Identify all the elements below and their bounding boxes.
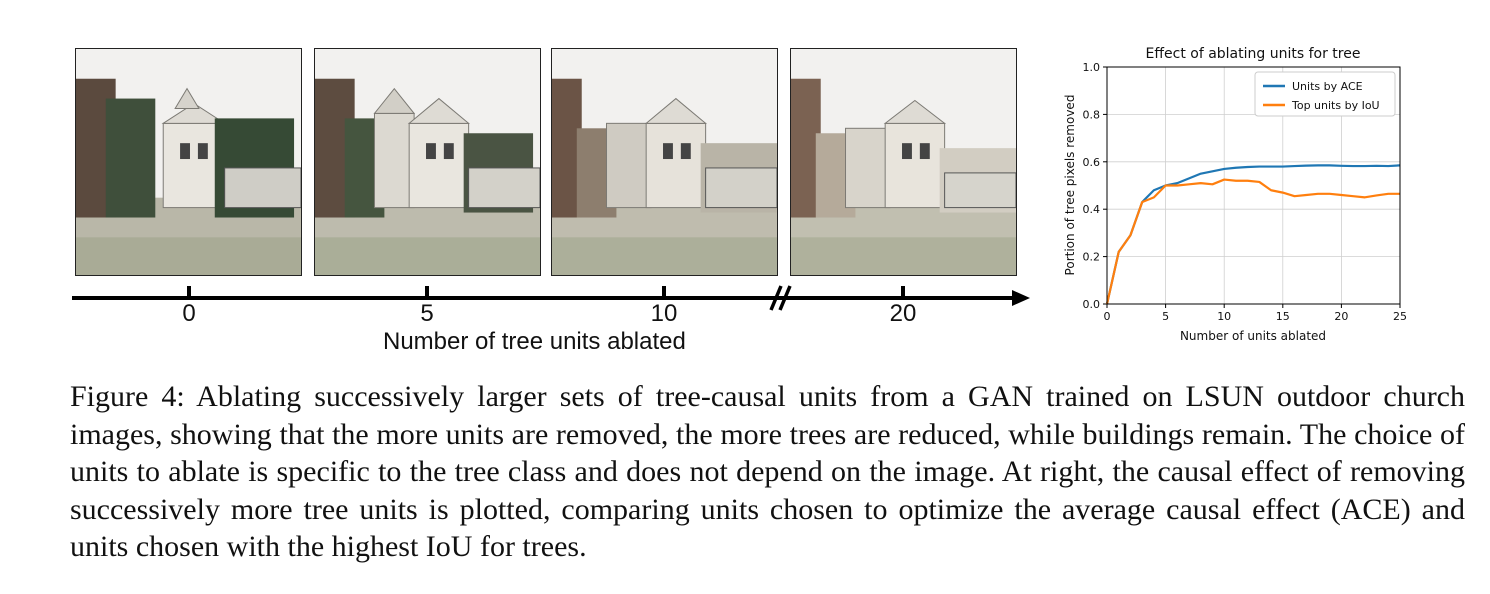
timeline-label: 20 (890, 300, 917, 328)
timeline-axis-title: Number of tree units ablated (383, 328, 686, 356)
chart-series-ace-line (1107, 165, 1400, 304)
timeline-label: 0 (182, 300, 195, 328)
chart-y-axis-label: Portion of tree pixels removed (1063, 95, 1077, 276)
chart-y-tick-label: 0.8 (1083, 108, 1101, 121)
chart-x-tick-label: 15 (1276, 310, 1290, 323)
chart-x-tick-label: 10 (1217, 310, 1231, 323)
chart-y-tick-label: 0.0 (1083, 298, 1101, 311)
timeline-label: 5 (420, 300, 433, 328)
chart-y-tick-label: 0.4 (1083, 203, 1101, 216)
ablation-effect-chart: Effect of ablating units for tree 0 5 10 15… (1060, 40, 1480, 350)
chart-y-tick-label: 0.2 (1083, 251, 1101, 264)
timeline-label: 10 (651, 300, 678, 328)
figure-caption: Figure 4: Ablating successively larger s… (70, 378, 1465, 566)
chart-legend-label: Top units by IoU (1291, 99, 1380, 112)
chart-legend-label: Units by ACE (1292, 80, 1363, 93)
chart-x-axis-label: Number of units ablated (1180, 329, 1326, 343)
chart-x-tick-label: 20 (1334, 310, 1348, 323)
chart-title: Effect of ablating units for tree (1146, 46, 1361, 62)
chart-y-tick-label: 0.6 (1083, 156, 1101, 169)
chart-legend: Units by ACE Top units by IoU (1255, 72, 1395, 116)
chart-series-iou-line (1107, 180, 1400, 304)
chart-x-tick-label: 25 (1393, 310, 1407, 323)
chart-y-tick-label: 1.0 (1083, 61, 1101, 74)
timeline-arrowhead (1012, 290, 1030, 306)
chart-x-tick-label: 0 (1104, 310, 1111, 323)
chart-x-tick-label: 5 (1162, 310, 1169, 323)
